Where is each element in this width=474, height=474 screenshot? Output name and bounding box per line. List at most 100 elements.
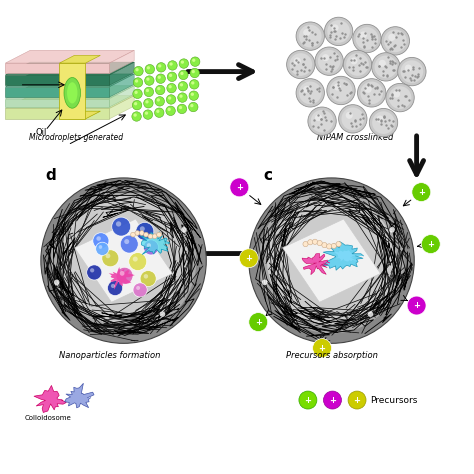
Circle shape bbox=[155, 108, 164, 118]
Circle shape bbox=[331, 24, 338, 31]
Circle shape bbox=[398, 57, 426, 86]
Text: +: + bbox=[319, 344, 326, 353]
Polygon shape bbox=[5, 109, 109, 119]
Circle shape bbox=[54, 280, 60, 285]
Polygon shape bbox=[109, 96, 134, 119]
Polygon shape bbox=[5, 50, 134, 63]
Circle shape bbox=[156, 109, 159, 113]
Circle shape bbox=[369, 109, 398, 137]
Circle shape bbox=[312, 239, 318, 245]
Circle shape bbox=[148, 234, 153, 238]
Polygon shape bbox=[5, 96, 134, 109]
Circle shape bbox=[350, 57, 357, 64]
Text: +: + bbox=[354, 395, 361, 404]
Circle shape bbox=[167, 108, 171, 111]
Circle shape bbox=[290, 53, 312, 76]
Circle shape bbox=[136, 68, 139, 72]
Circle shape bbox=[144, 274, 148, 279]
Text: Precursors absorption: Precursors absorption bbox=[285, 350, 377, 359]
Circle shape bbox=[152, 234, 157, 238]
Circle shape bbox=[146, 100, 149, 103]
Circle shape bbox=[179, 70, 188, 80]
Circle shape bbox=[329, 79, 352, 102]
Circle shape bbox=[181, 61, 184, 64]
Circle shape bbox=[167, 83, 176, 93]
Text: Nanoparticles formation: Nanoparticles formation bbox=[59, 350, 160, 359]
Polygon shape bbox=[60, 111, 100, 119]
Circle shape bbox=[327, 244, 332, 249]
Circle shape bbox=[407, 296, 426, 315]
Circle shape bbox=[178, 82, 188, 91]
Circle shape bbox=[360, 82, 383, 104]
Circle shape bbox=[318, 50, 340, 73]
Text: Oil: Oil bbox=[36, 128, 47, 137]
Circle shape bbox=[87, 265, 102, 280]
Circle shape bbox=[389, 227, 395, 233]
Circle shape bbox=[299, 391, 317, 409]
Polygon shape bbox=[109, 86, 134, 107]
Circle shape bbox=[144, 87, 154, 97]
Circle shape bbox=[189, 91, 199, 100]
Circle shape bbox=[327, 76, 355, 105]
Circle shape bbox=[132, 112, 141, 121]
Circle shape bbox=[303, 29, 310, 36]
Polygon shape bbox=[109, 62, 134, 85]
Circle shape bbox=[401, 60, 423, 83]
Polygon shape bbox=[323, 241, 364, 270]
Circle shape bbox=[169, 63, 173, 66]
Polygon shape bbox=[5, 74, 134, 87]
Circle shape bbox=[311, 110, 333, 133]
Circle shape bbox=[156, 74, 165, 83]
Circle shape bbox=[376, 116, 383, 123]
Polygon shape bbox=[109, 74, 134, 97]
Circle shape bbox=[156, 63, 166, 72]
Polygon shape bbox=[5, 63, 109, 73]
Circle shape bbox=[262, 280, 267, 285]
Text: c: c bbox=[263, 168, 272, 183]
Text: +: + bbox=[304, 395, 311, 404]
Circle shape bbox=[388, 34, 395, 41]
Circle shape bbox=[106, 254, 110, 258]
Circle shape bbox=[133, 283, 147, 297]
Circle shape bbox=[322, 54, 329, 61]
Circle shape bbox=[421, 235, 440, 254]
Circle shape bbox=[179, 106, 182, 109]
Circle shape bbox=[389, 86, 411, 109]
Circle shape bbox=[324, 17, 353, 46]
Circle shape bbox=[134, 102, 137, 105]
Circle shape bbox=[296, 79, 324, 107]
Circle shape bbox=[287, 50, 315, 79]
Circle shape bbox=[146, 77, 150, 81]
Circle shape bbox=[59, 196, 188, 325]
Circle shape bbox=[177, 104, 187, 114]
Polygon shape bbox=[109, 50, 134, 73]
Circle shape bbox=[353, 24, 381, 53]
Circle shape bbox=[136, 222, 154, 240]
Polygon shape bbox=[283, 219, 381, 302]
Circle shape bbox=[313, 338, 331, 357]
Circle shape bbox=[192, 59, 195, 62]
Circle shape bbox=[315, 114, 322, 121]
Circle shape bbox=[41, 178, 206, 343]
Circle shape bbox=[155, 85, 165, 95]
Circle shape bbox=[120, 271, 125, 276]
Circle shape bbox=[327, 20, 350, 43]
Text: +: + bbox=[418, 188, 425, 197]
Circle shape bbox=[191, 70, 195, 73]
Polygon shape bbox=[5, 86, 134, 99]
Circle shape bbox=[393, 91, 400, 98]
Circle shape bbox=[180, 72, 183, 75]
Circle shape bbox=[179, 94, 182, 98]
Circle shape bbox=[267, 196, 396, 325]
Text: +: + bbox=[255, 318, 262, 327]
Circle shape bbox=[116, 221, 121, 227]
Circle shape bbox=[168, 96, 171, 100]
Circle shape bbox=[357, 79, 386, 107]
Circle shape bbox=[303, 86, 310, 93]
Polygon shape bbox=[5, 87, 109, 97]
Circle shape bbox=[346, 112, 353, 119]
Circle shape bbox=[108, 281, 123, 296]
Circle shape bbox=[191, 57, 200, 66]
Circle shape bbox=[308, 107, 336, 136]
Circle shape bbox=[190, 68, 200, 78]
